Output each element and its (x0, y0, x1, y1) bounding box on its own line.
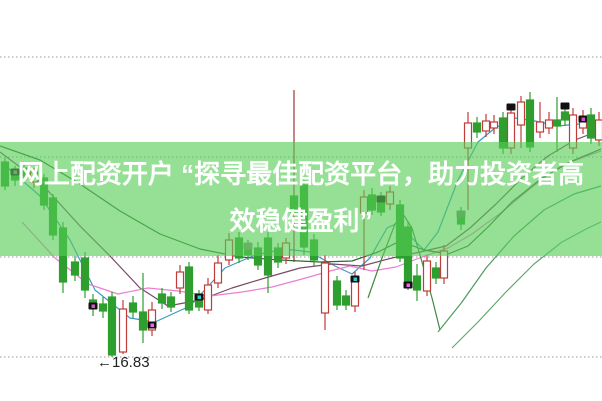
up-candle (489, 121, 499, 129)
down-candle (128, 302, 138, 313)
down-candle (80, 257, 90, 291)
down-candle (70, 261, 80, 276)
down-candle (560, 111, 570, 121)
down-candle (525, 99, 535, 148)
down-candle (552, 119, 562, 127)
promo-headline: 网上配资开户 “探寻最佳配资平台，助力投资者高效稳健盈利” (17, 159, 585, 236)
indicator-marker-dot (197, 295, 201, 299)
up-candle (594, 119, 602, 141)
down-candle (332, 280, 342, 306)
indicator-marker (560, 102, 570, 110)
up-candle (203, 284, 213, 311)
up-candle (213, 262, 223, 284)
indicator-marker-dot (150, 323, 154, 327)
indicator-marker-dot (91, 304, 95, 308)
up-candle (535, 121, 545, 133)
indicator-marker-dot (406, 283, 410, 287)
up-candle (516, 101, 526, 126)
up-candle (175, 271, 185, 289)
up-candle (320, 262, 330, 314)
down-candle (472, 122, 482, 133)
up-candle (422, 260, 432, 292)
down-candle (184, 266, 194, 311)
down-candle (157, 293, 167, 304)
down-candle (431, 267, 441, 279)
indicator-marker-dot (353, 277, 357, 281)
down-candle (107, 296, 117, 356)
up-candle (118, 308, 128, 353)
down-candle (166, 296, 176, 308)
down-candle (341, 295, 351, 306)
down-candle (138, 311, 148, 331)
indicator-marker-dot (581, 117, 585, 121)
down-candle (98, 303, 108, 312)
up-candle (544, 119, 554, 129)
up-candle (147, 309, 157, 331)
indicator-marker (506, 103, 516, 111)
down-candle (586, 114, 596, 139)
low-price-annotation: ←16.83 (97, 354, 150, 371)
down-candle (412, 275, 422, 291)
promo-banner: 网上配资开户 “探寻最佳配资平台，助力投资者高效稳健盈利” (0, 142, 602, 256)
up-candle (481, 120, 491, 132)
